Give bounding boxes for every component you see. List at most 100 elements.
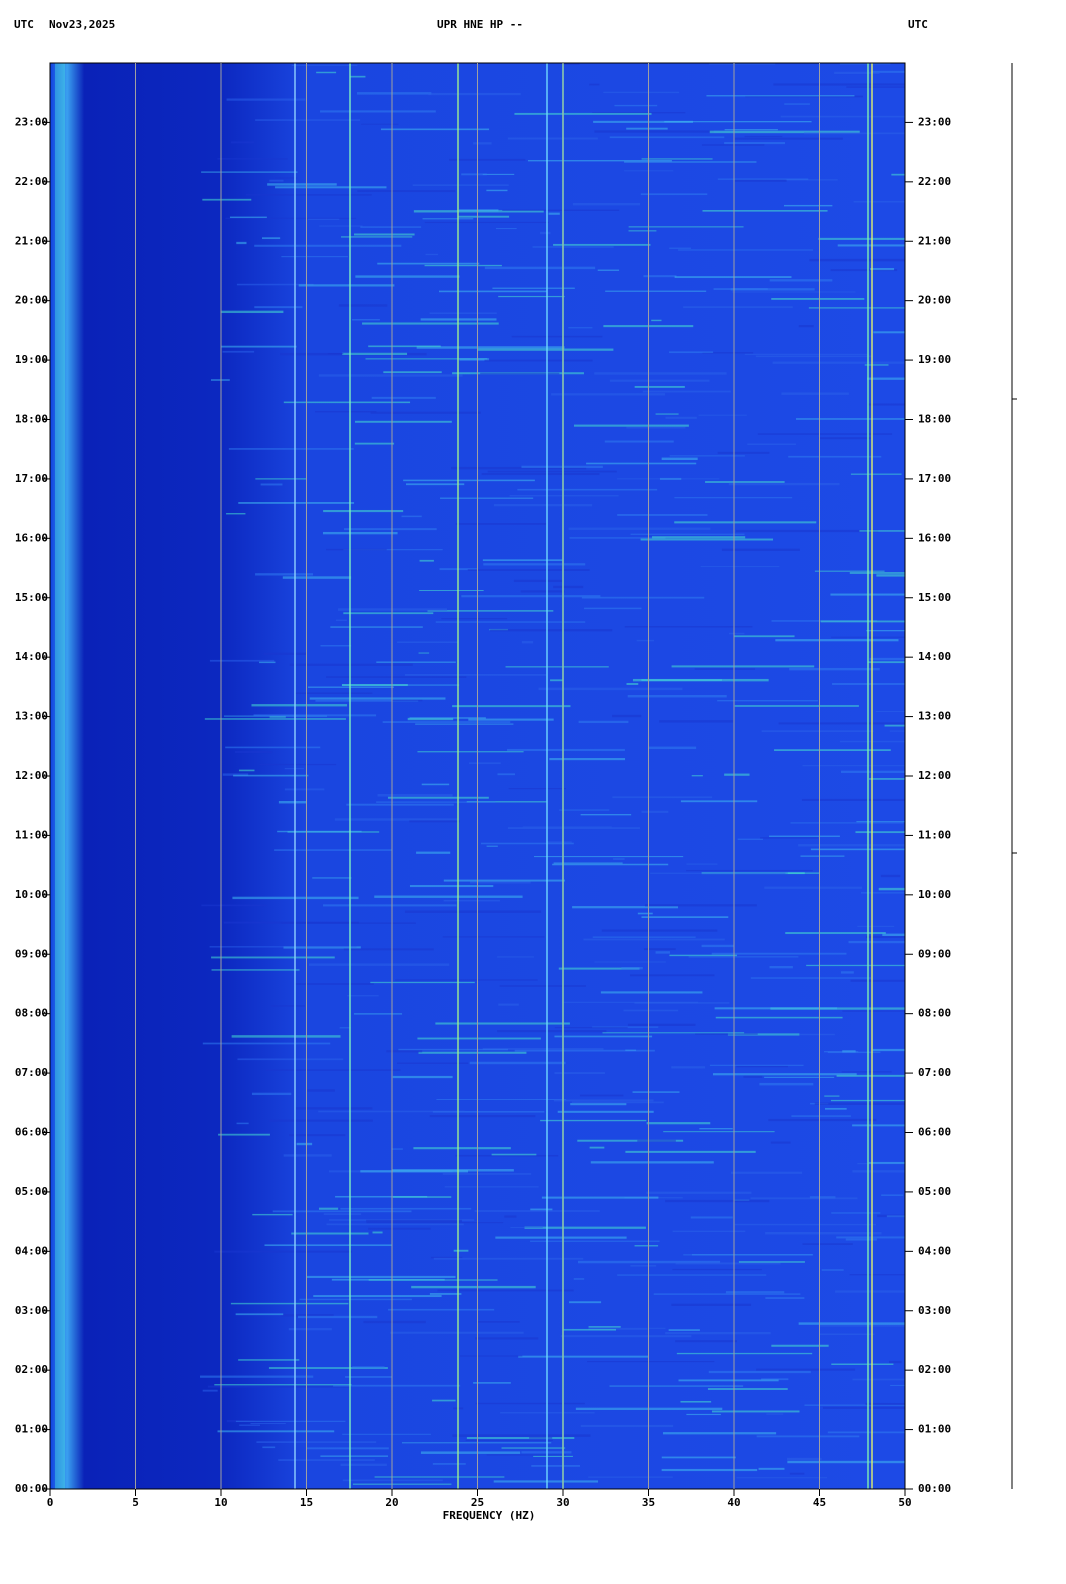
texture-streak [319, 225, 363, 227]
y-tick-label: 20:00 [918, 294, 951, 307]
texture-streak [774, 749, 891, 752]
texture-streak [675, 1340, 737, 1343]
texture-streak [363, 1320, 426, 1324]
texture-streak [562, 1328, 617, 1331]
texture-streak [736, 1065, 788, 1068]
texture-streak [612, 714, 642, 718]
texture-streak [637, 1139, 676, 1142]
texture-streak [504, 1215, 517, 1218]
texture-streak [603, 91, 680, 94]
texture-streak [495, 1236, 627, 1239]
texture-streak [323, 1213, 362, 1216]
texture-streak [452, 1434, 591, 1437]
texture-streak [764, 886, 863, 889]
texture-streak [433, 1257, 584, 1260]
texture-streak [368, 1227, 431, 1230]
texture-streak [514, 112, 652, 115]
texture-streak [383, 371, 442, 374]
texture-streak [686, 869, 813, 872]
texture-streak [730, 1171, 803, 1174]
texture-streak [583, 938, 725, 941]
texture-streak [282, 576, 352, 579]
texture-streak [630, 533, 745, 535]
texture-streak [424, 264, 502, 267]
texture-streak [890, 1384, 905, 1386]
texture-streak [849, 572, 905, 574]
texture-streak [834, 71, 880, 75]
texture-streak [683, 1254, 814, 1256]
texture-streak [643, 275, 677, 278]
texture-streak [432, 1399, 456, 1402]
texture-streak [497, 773, 515, 776]
texture-streak [409, 885, 494, 888]
y-tick-label: 18:00 [15, 413, 48, 426]
x-tick-label: 40 [727, 1496, 740, 1509]
texture-streak [201, 171, 298, 173]
texture-streak [477, 348, 614, 351]
texture-streak [875, 710, 905, 713]
texture-streak [802, 765, 905, 767]
texture-streak [852, 1170, 905, 1173]
texture-streak [676, 1352, 813, 1355]
texture-streak [513, 579, 564, 583]
texture-streak [856, 821, 905, 823]
texture-streak [568, 327, 593, 329]
texture-streak [865, 935, 905, 939]
texture-streak [409, 820, 460, 823]
texture-streak [493, 504, 593, 507]
texture-streak [429, 1293, 462, 1295]
texture-streak [441, 618, 508, 620]
texture-streak [653, 1293, 801, 1295]
texture-streak [738, 1261, 805, 1263]
texture-streak [836, 1074, 905, 1077]
texture-streak [461, 173, 487, 176]
texture-streak [627, 1023, 696, 1026]
texture-streak [475, 1402, 585, 1405]
texture-streak [842, 1050, 856, 1053]
texture-streak [791, 1115, 851, 1117]
x-tick-label: 50 [898, 1496, 911, 1509]
texture-streak [717, 451, 770, 454]
texture-streak [592, 1026, 659, 1028]
texture-streak [444, 1186, 539, 1188]
texture-streak [584, 607, 642, 610]
texture-streak [201, 904, 267, 907]
texture-streak [283, 1154, 332, 1157]
texture-streak [466, 801, 547, 803]
texture-streak [294, 983, 374, 985]
texture-streak [468, 718, 554, 721]
texture-streak [432, 1463, 466, 1465]
texture-streak [626, 426, 686, 429]
texture-streak [252, 1213, 293, 1216]
texture-streak [497, 1030, 607, 1033]
texture-streak [626, 127, 668, 130]
texture-streak [761, 1378, 789, 1381]
texture-streak [529, 1437, 553, 1439]
texture-streak [790, 822, 904, 824]
texture-streak [640, 193, 708, 196]
texture-streak [686, 1413, 721, 1416]
texture-streak [755, 355, 873, 358]
texture-streak [859, 530, 905, 532]
texture-streak [492, 287, 575, 289]
texture-streak [307, 218, 340, 220]
texture-streak [283, 401, 411, 404]
texture-line [349, 63, 351, 1489]
texture-streak [578, 720, 629, 724]
texture-streak [217, 158, 288, 160]
texture-streak [627, 694, 727, 698]
texture-streak [307, 1089, 335, 1092]
texture-streak [798, 844, 905, 847]
texture-streak [429, 312, 497, 314]
texture-streak [505, 666, 609, 668]
texture-streak [662, 1432, 777, 1435]
texture-streak [831, 1212, 881, 1214]
texture-streak [759, 1082, 814, 1086]
texture-streak [238, 1359, 300, 1361]
y-tick-label: 17:00 [918, 472, 951, 485]
texture-streak [683, 306, 793, 309]
texture-streak [495, 228, 517, 230]
texture-streak [709, 63, 776, 65]
texture-streak [278, 1459, 375, 1461]
texture-streak [597, 269, 620, 271]
